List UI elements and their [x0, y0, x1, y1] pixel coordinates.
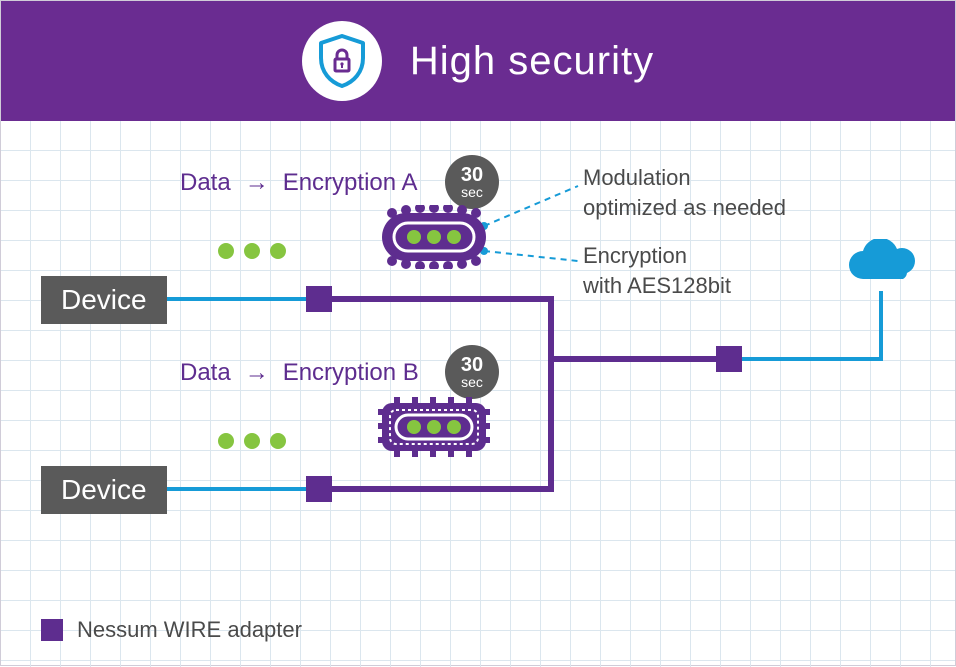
timer-num: 30 — [461, 165, 483, 185]
timer-badge-1: 30 sec — [445, 155, 499, 209]
dot-icon — [244, 243, 260, 259]
device-label: Device — [61, 284, 147, 315]
dot-icon — [270, 243, 286, 259]
shield-badge — [302, 21, 382, 101]
timer-badge-2: 30 sec — [445, 345, 499, 399]
header-bar: High security — [1, 1, 955, 121]
shield-lock-icon — [313, 32, 371, 90]
arrow-icon: → — [245, 169, 269, 197]
device-label: Device — [61, 474, 147, 505]
adapter-node-2 — [306, 476, 332, 502]
enc-text: Encryption B — [283, 359, 419, 387]
timer-unit: sec — [461, 185, 483, 199]
device-box-2: Device — [41, 466, 167, 514]
note-modulation: Modulation optimized as needed — [583, 163, 786, 222]
header-title: High security — [410, 39, 654, 84]
encryption-label-a: Data → Encryption A — [180, 169, 417, 197]
enc-text: Encryption A — [283, 169, 418, 197]
note-line2: with AES128bit — [583, 273, 731, 298]
note-line2: optimized as needed — [583, 195, 786, 220]
dot-icon — [218, 243, 234, 259]
device-box-1: Device — [41, 276, 167, 324]
data-text: Data — [180, 359, 231, 387]
note-line1: Encryption — [583, 243, 687, 268]
cloud-icon — [843, 239, 921, 291]
note-encryption: Encryption with AES128bit — [583, 241, 731, 300]
legend-square-icon — [41, 619, 63, 641]
data-text: Data — [180, 169, 231, 197]
data-dots-2 — [218, 433, 286, 449]
encryption-chip-b-icon — [376, 395, 492, 459]
dot-icon — [244, 433, 260, 449]
adapter-node-1 — [306, 286, 332, 312]
legend-label: Nessum WIRE adapter — [77, 617, 302, 643]
encryption-chip-a-icon — [376, 205, 492, 269]
timer-num: 30 — [461, 355, 483, 375]
arrow-icon: → — [245, 359, 269, 387]
diagram-container: High security Device Device — [0, 0, 956, 666]
dot-icon — [270, 433, 286, 449]
data-dots-1 — [218, 243, 286, 259]
note-line1: Modulation — [583, 165, 691, 190]
dot-icon — [218, 433, 234, 449]
timer-unit: sec — [461, 375, 483, 389]
legend: Nessum WIRE adapter — [41, 617, 302, 643]
diagram-area: Device Device Data → Encryption A Data →… — [1, 121, 955, 667]
encryption-label-b: Data → Encryption B — [180, 359, 419, 387]
adapter-node-3 — [716, 346, 742, 372]
